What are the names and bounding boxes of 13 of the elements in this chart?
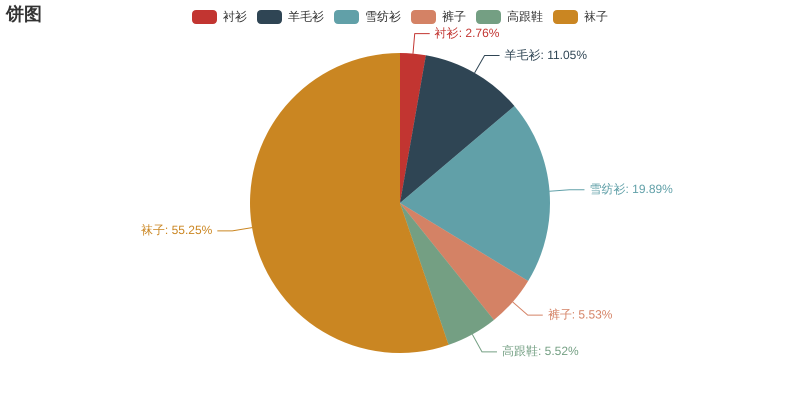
legend-label: 衬衫 [223, 9, 247, 24]
data-label: 雪纺衫: 19.89% [589, 182, 674, 196]
data-label: 衬衫: 2.76% [434, 26, 500, 40]
data-label: 羊毛衫: 11.05% [504, 48, 588, 62]
data-label: 裤子: 5.53% [548, 307, 613, 322]
legend-label: 羊毛衫 [288, 9, 324, 24]
legend-label: 雪纺衫 [365, 9, 401, 24]
data-label: 高跟鞋: 5.52% [502, 344, 580, 358]
data-label: 袜子: 55.25% [140, 223, 213, 238]
legend-label: 高跟鞋 [507, 9, 543, 24]
legend-label: 裤子 [442, 9, 466, 24]
chart-title: 饼图 [6, 3, 42, 25]
legend-label: 袜子 [584, 9, 608, 24]
